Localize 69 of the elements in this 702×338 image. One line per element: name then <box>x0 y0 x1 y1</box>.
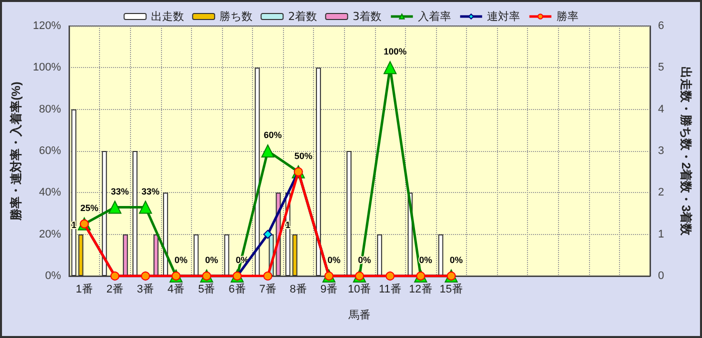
bar <box>78 234 84 276</box>
bar <box>153 234 158 276</box>
legend-label: 連対率 <box>487 10 520 23</box>
x-tick-label: 4番 <box>167 282 185 296</box>
bar <box>316 68 321 276</box>
bar <box>102 151 107 276</box>
data-label: 0% <box>174 255 188 265</box>
bar <box>346 151 352 276</box>
bar <box>132 151 138 276</box>
bar <box>254 68 260 276</box>
x-tick-label: 6番 <box>228 282 246 296</box>
legend-label: 出走数 <box>151 10 184 23</box>
point <box>384 61 397 74</box>
data-label: 60% <box>264 130 282 140</box>
bar <box>71 109 76 276</box>
point <box>261 144 274 158</box>
y-axis-title: 勝率・連対率・入着率(%) <box>9 82 23 222</box>
bar <box>163 192 168 276</box>
y-tick-label: 0% <box>45 270 62 282</box>
point <box>263 230 272 239</box>
x-tick-label: 10番 <box>348 282 372 296</box>
data-label: 33% <box>141 186 160 196</box>
x-tick-label: 11番 <box>378 282 402 296</box>
data-label: 100% <box>384 46 407 57</box>
y2-tick-label: 0 <box>658 270 664 282</box>
legend-label: 勝率 <box>556 10 578 23</box>
legend-label: 3着数 <box>352 10 382 23</box>
bar <box>194 234 199 276</box>
data-label: 33% <box>110 186 129 196</box>
y2-tick-label: 6 <box>658 20 664 32</box>
y-tick-label: 80% <box>39 103 62 116</box>
data-label: 0% <box>205 255 218 265</box>
data-label: 0% <box>419 255 432 265</box>
y-tick-label: 100% <box>32 62 62 74</box>
x-axis-title: 馬番 <box>348 308 371 322</box>
y2-tick-label: 2 <box>658 186 664 199</box>
y-tick-label: 120% <box>32 20 62 32</box>
y-tick-label: 20% <box>39 228 62 240</box>
bar <box>377 234 382 276</box>
legend-label: 勝ち数 <box>220 10 253 23</box>
bar <box>224 234 230 276</box>
point <box>108 200 122 214</box>
x-tick-label: 2番 <box>106 282 124 296</box>
data-label: 0% <box>327 255 340 265</box>
y2-axis-title: 出走数・勝ち数・2着数・3着数 <box>679 66 693 237</box>
x-tick-label: 8番 <box>290 282 307 296</box>
x-tick-label: 5番 <box>198 282 216 296</box>
bar <box>292 234 298 276</box>
y-tick-label: 60% <box>39 145 62 157</box>
x-tick-label: 12番 <box>409 282 432 296</box>
bar <box>122 234 128 276</box>
legend-label: 入着率 <box>418 10 451 23</box>
point <box>138 200 152 214</box>
x-tick-label: 3番 <box>136 282 154 296</box>
x-tick-label: 15番 <box>440 282 463 296</box>
data-label: 0% <box>450 255 463 265</box>
y2-tick-label: 5 <box>658 62 664 74</box>
bar <box>438 234 444 276</box>
legend-label: 2着数 <box>288 10 318 23</box>
y2-tick-label: 4 <box>658 103 664 116</box>
y-tick-label: 40% <box>39 186 62 199</box>
x-tick-label: 9番 <box>320 282 338 296</box>
point <box>263 272 272 280</box>
data-label: 25% <box>80 202 98 213</box>
x-tick-label: 7番 <box>259 282 276 296</box>
x-tick-label: 1番 <box>76 282 93 296</box>
y2-tick-label: 3 <box>658 145 664 157</box>
data-label: 50% <box>294 150 312 161</box>
y2-tick-label: 1 <box>658 228 664 240</box>
